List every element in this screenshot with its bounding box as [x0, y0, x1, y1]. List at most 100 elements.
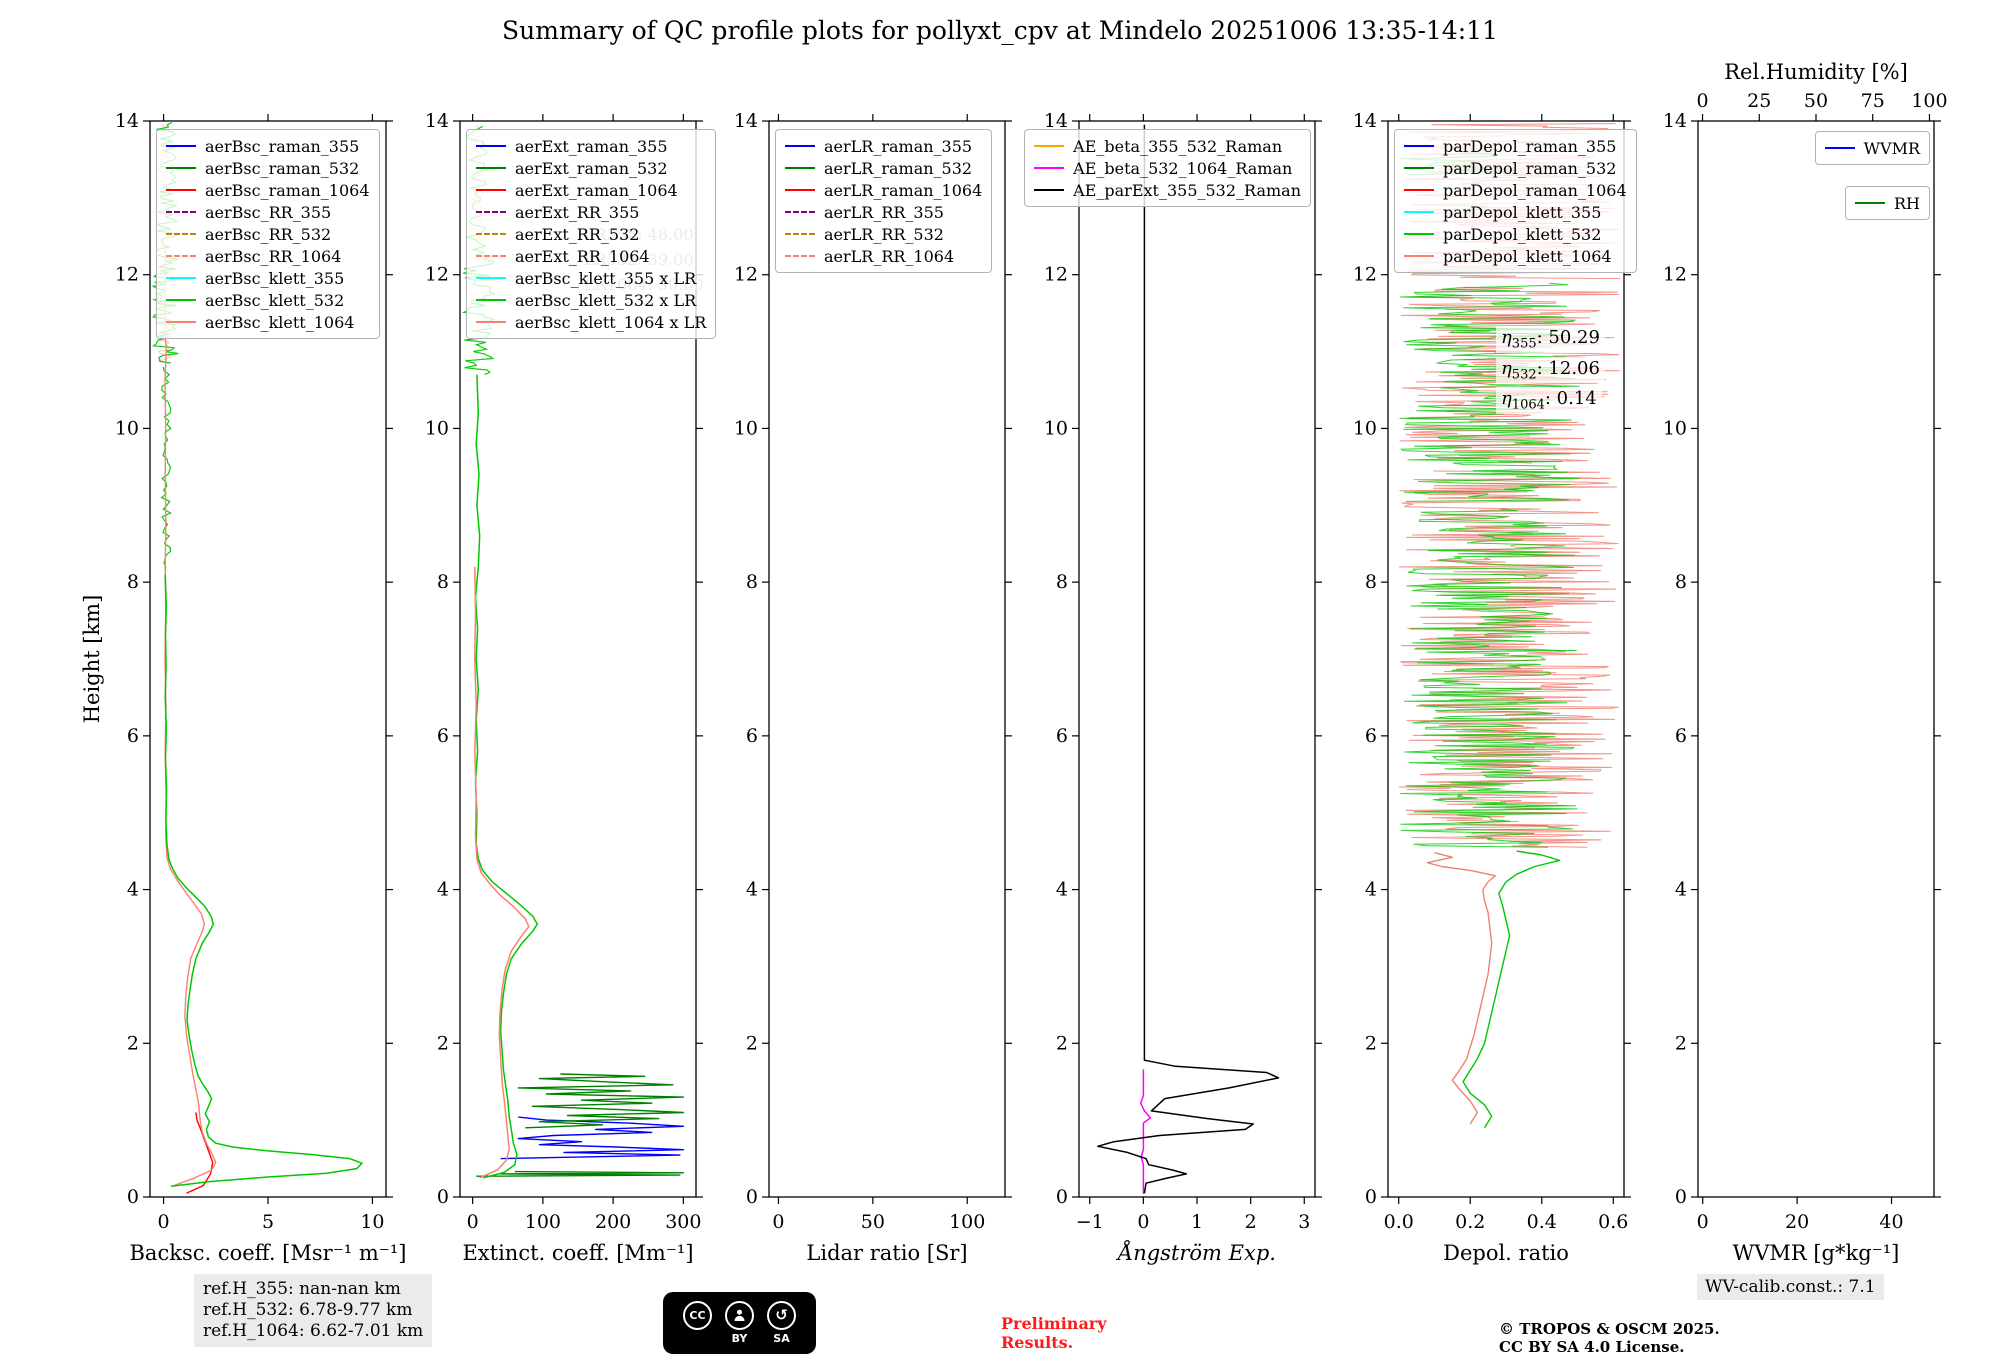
x-tick-label: 300 [665, 1211, 701, 1233]
y-tick-label: 2 [1675, 1032, 1687, 1054]
wv-calibration-box: WV-calib.const.: 7.1 [1697, 1274, 1884, 1300]
x-tick-label: 0 [772, 1211, 784, 1233]
lr-note-line: LR355: 48.00 [584, 225, 694, 244]
noise-band [461, 256, 497, 376]
x-tick-label: 50 [861, 1211, 885, 1233]
x-axis-label: Backsc. coeff. [Msr⁻¹ m⁻¹] [130, 1241, 407, 1265]
y-tick-label: 2 [127, 1032, 139, 1054]
y-tick-label: 2 [1365, 1032, 1377, 1054]
lr-note-line: LR532: 39.00 [584, 250, 694, 269]
y-tick-label: 12 [1663, 264, 1687, 286]
ref-height-line: ref.H_355: nan-nan km [203, 1279, 401, 1299]
y-tick-label: 8 [1056, 571, 1068, 593]
top-axis-label: Rel.Humidity [%] [1724, 60, 1908, 84]
y-tick-label: 2 [746, 1032, 758, 1054]
x-tick-label: 200 [595, 1211, 631, 1233]
noise-band [1401, 123, 1621, 280]
y-tick-label: 6 [1365, 725, 1377, 747]
y-tick-label: 14 [1663, 110, 1687, 132]
preliminary-results-note: Preliminary Results. [1001, 1314, 1107, 1352]
y-tick-label: 2 [1056, 1032, 1068, 1054]
noise-band [1399, 282, 1580, 502]
noise-band [1399, 286, 1620, 464]
y-tick-label: 14 [115, 110, 139, 132]
y-tick-label: 4 [437, 879, 449, 901]
top-tick-label: 75 [1861, 90, 1885, 112]
x-tick-label: 0.4 [1527, 1211, 1557, 1233]
y-tick-label: 0 [127, 1186, 139, 1208]
y-tick-label: 14 [1044, 110, 1068, 132]
y-tick-label: 0 [437, 1186, 449, 1208]
noise-band [1398, 470, 1619, 848]
y-tick-label: 12 [425, 264, 449, 286]
top-tick-label: 100 [1911, 90, 1947, 112]
eta-1064-value: η1064: 0.14 [1496, 387, 1602, 414]
y-tick-label: 10 [1353, 417, 1377, 439]
series-parDepol_klett_532 [1462, 850, 1561, 1129]
series-aerBsc_klett_532 [164, 574, 363, 1187]
share-alike-icon: ↺ [767, 1301, 796, 1330]
y-tick-label: 6 [127, 725, 139, 747]
series-AE_parExt_355_532_Raman [1097, 124, 1280, 1194]
person-icon [725, 1301, 754, 1330]
y-tick-label: 10 [734, 417, 758, 439]
x-axis-label: WVMR [g*kg⁻¹] [1733, 1241, 1900, 1265]
series-aerBsc_klett_532_x_LR [474, 374, 539, 1179]
y-tick-label: 12 [115, 264, 139, 286]
eta-532-value: η532: 12.06 [1496, 356, 1605, 384]
y-tick-label: 0 [1365, 1186, 1377, 1208]
y-tick-label: 0 [746, 1186, 758, 1208]
y-tick-label: 0 [1675, 1186, 1687, 1208]
x-tick-label: 0 [158, 1211, 170, 1233]
x-tick-label: 20 [1785, 1211, 1809, 1233]
x-tick-label: 5 [262, 1211, 274, 1233]
reference-height-box: ref.H_355: nan-nan km ref.H_532: 6.78-9.… [194, 1274, 433, 1347]
series-AE_beta_532_1064_Raman [1139, 1069, 1152, 1194]
y-tick-label: 8 [1365, 571, 1377, 593]
y-tick-label: 14 [425, 110, 449, 132]
panel-frame [149, 120, 387, 1198]
top-tick-label: 50 [1804, 90, 1828, 112]
series-aerBsc_klett_1064_x_LR [474, 566, 530, 1179]
y-tick-label: 10 [1663, 417, 1687, 439]
copyright-note: © TROPOS & OSCM 2025. CC BY SA 4.0 Licen… [1499, 1320, 1720, 1356]
cc-logo-icon: CC [683, 1301, 712, 1330]
y-tick-label: 8 [1675, 571, 1687, 593]
y-tick-label: 4 [127, 879, 139, 901]
x-tick-label: 0.0 [1384, 1211, 1414, 1233]
y-tick-label: 0 [1056, 1186, 1068, 1208]
noise-band [160, 366, 172, 571]
panel-frame [1387, 120, 1625, 1198]
y-tick-label: 6 [1675, 725, 1687, 747]
x-axis-label: Ångström Exp. [1115, 1240, 1276, 1265]
y-tick-label: 10 [1044, 417, 1068, 439]
x-tick-label: 10 [360, 1211, 384, 1233]
panel-frame [1697, 120, 1935, 1198]
y-tick-label: 8 [127, 571, 139, 593]
x-tick-label: 100 [525, 1211, 561, 1233]
cc-by-label: BY [731, 1332, 748, 1345]
y-tick-label: 10 [425, 417, 449, 439]
x-tick-label: 100 [949, 1211, 985, 1233]
series-parDepol_klett_1064 [1426, 852, 1496, 1125]
panel-frame [768, 120, 1006, 1198]
y-tick-label: 4 [746, 879, 758, 901]
x-tick-label: 0 [1697, 1211, 1709, 1233]
x-tick-label: 1 [1191, 1211, 1203, 1233]
panel-frame [459, 120, 697, 1198]
y-tick-label: 12 [1353, 264, 1377, 286]
y-tick-label: 6 [1056, 725, 1068, 747]
x-tick-label: 2 [1245, 1211, 1257, 1233]
y-tick-label: 6 [746, 725, 758, 747]
y-tick-label: 2 [437, 1032, 449, 1054]
y-tick-label: 4 [1365, 879, 1377, 901]
y-tick-label: 6 [437, 725, 449, 747]
panel-frame [1078, 120, 1316, 1198]
y-tick-label: 4 [1056, 879, 1068, 901]
top-tick-label: 0 [1696, 90, 1708, 112]
eta-355-value: η355: 50.29 [1496, 326, 1605, 353]
top-tick-label: 25 [1747, 90, 1771, 112]
y-tick-label: 8 [437, 571, 449, 593]
y-tick-label: 12 [1044, 264, 1068, 286]
lidar-ratio-constants-note: LR355: 48.00 LR532: 39.00 LR1064: 30.00 [584, 222, 704, 297]
